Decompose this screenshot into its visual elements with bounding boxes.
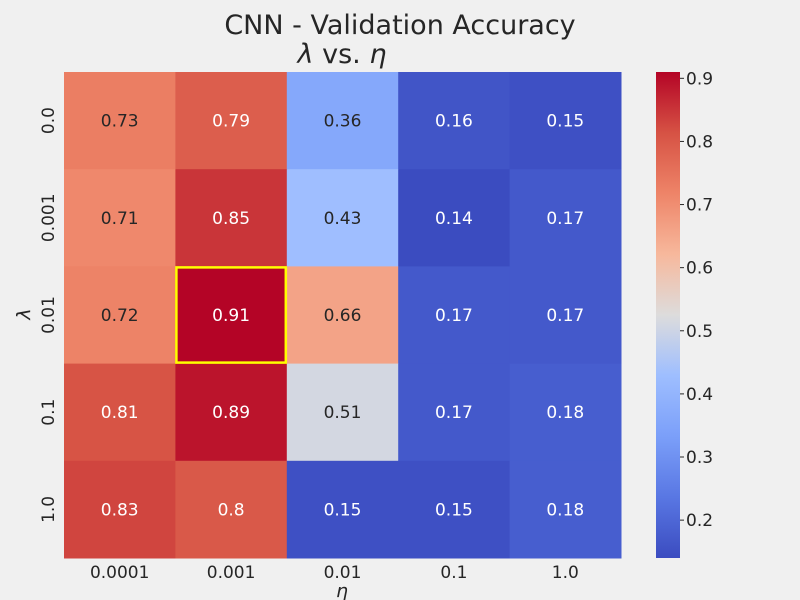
heatmap-cell: [509, 169, 622, 267]
x-tick-label: 1.0: [552, 563, 579, 583]
heatmap-cell: [398, 460, 511, 559]
cell-value-label: 0.18: [546, 403, 584, 423]
cell-value-label: 0.66: [324, 306, 362, 326]
colorbar-tick-label: 0.5: [686, 322, 713, 342]
cell-value-label: 0.72: [101, 306, 139, 326]
heatmap-cell: [64, 460, 176, 559]
cell-value-label: 0.18: [546, 500, 584, 520]
x-tick-label: 0.01: [324, 563, 362, 583]
heatmap-cell: [175, 460, 288, 559]
cell-value-label: 0.51: [324, 403, 362, 423]
colorbar-tick-label: 0.7: [686, 196, 713, 216]
colorbar-tick-label: 0.6: [686, 259, 713, 279]
heatmap-cell: [64, 363, 176, 462]
colorbar-ticks: 0.2 0.3 0.4 0.5 0.6 0.7 0.8 0.9: [680, 69, 713, 531]
colorbar: [656, 72, 680, 558]
cell-value-label: 0.43: [324, 209, 362, 229]
heatmap-cell: [398, 363, 511, 462]
cell-value-label: 0.17: [546, 306, 584, 326]
cell-value-label: 0.36: [324, 112, 362, 132]
cell-value-label: 0.17: [435, 306, 473, 326]
y-tick-label: 0.001: [39, 193, 59, 242]
y-tick-label: 0.0: [39, 107, 59, 134]
heatmap-cell: [509, 72, 622, 170]
cell-value-label: 0.71: [101, 209, 139, 229]
heatmap-cell: [509, 460, 622, 559]
heatmap-cell: [286, 460, 399, 559]
x-tick-labels: 0.0001 0.001 0.01 0.1 1.0: [90, 563, 579, 583]
cell-value-label: 0.17: [546, 209, 584, 229]
heatmap-cell: [398, 169, 511, 267]
heatmap-cell: [175, 72, 288, 170]
cell-value-label: 0.81: [101, 403, 139, 423]
colorbar-tick-label: 0.2: [686, 511, 713, 531]
colorbar-tick-label: 0.9: [686, 69, 713, 89]
cell-value-label: 0.8: [218, 500, 245, 520]
y-tick-label: 1.0: [39, 496, 59, 523]
chart-title-line1: CNN - Validation Accuracy: [224, 10, 575, 41]
heatmap-cell: [509, 363, 622, 462]
heatmap-cell: [64, 72, 176, 170]
title-vs-text: vs.: [314, 39, 370, 70]
x-axis-label: η: [336, 580, 348, 600]
heatmap-cell: [175, 266, 288, 365]
heatmap-cell: [175, 169, 288, 267]
colorbar-tick-label: 0.3: [686, 448, 713, 468]
x-tick-label: 0.1: [440, 563, 467, 583]
heatmap-cell: [286, 266, 399, 365]
heatmap-cell: [286, 169, 399, 267]
cell-value-label: 0.14: [435, 209, 473, 229]
y-tick-label: 0.01: [39, 296, 59, 334]
cell-value-label: 0.15: [324, 500, 362, 520]
cell-value-label: 0.83: [101, 500, 139, 520]
heatmap-cell: [509, 266, 622, 365]
cell-value-label: 0.17: [435, 403, 473, 423]
y-axis-label: λ: [13, 308, 35, 320]
chart-title-line2: λ vs. η: [296, 39, 387, 70]
colorbar-tick-label: 0.8: [686, 132, 713, 152]
title-eta-symbol: η: [369, 39, 386, 70]
cell-value-label: 0.16: [435, 112, 473, 132]
y-tick-label: 0.1: [39, 399, 59, 426]
heatmap-cell: [175, 363, 288, 462]
heatmap-cell: [286, 363, 399, 462]
cell-value-label: 0.89: [212, 403, 250, 423]
heatmap-cell: [286, 72, 399, 170]
x-tick-label: 0.0001: [90, 563, 149, 583]
cell-value-label: 0.79: [212, 112, 250, 132]
heatmap-cells: 0.73 0.79 0.36 0.16 0.15 0.71 0.85 0.43 0.14 0.17…: [64, 72, 622, 559]
cell-value-label: 0.85: [212, 209, 250, 229]
y-tick-labels: 0.0 0.001 0.01 0.1 1.0: [39, 107, 59, 523]
heatmap-cell: [398, 266, 511, 365]
heatmap-cell: [398, 72, 511, 170]
heatmap-cell: [64, 266, 176, 365]
heatmap-cell: [64, 169, 176, 267]
colorbar-tick-label: 0.4: [686, 385, 713, 405]
title-lambda-symbol: λ: [296, 39, 314, 70]
cell-value-label: 0.91: [212, 306, 250, 326]
cell-value-label: 0.73: [101, 112, 139, 132]
cell-value-label: 0.15: [435, 500, 473, 520]
cell-value-label: 0.15: [546, 112, 584, 132]
best-cell-highlight: [175, 266, 288, 364]
x-tick-label: 0.001: [207, 563, 256, 583]
